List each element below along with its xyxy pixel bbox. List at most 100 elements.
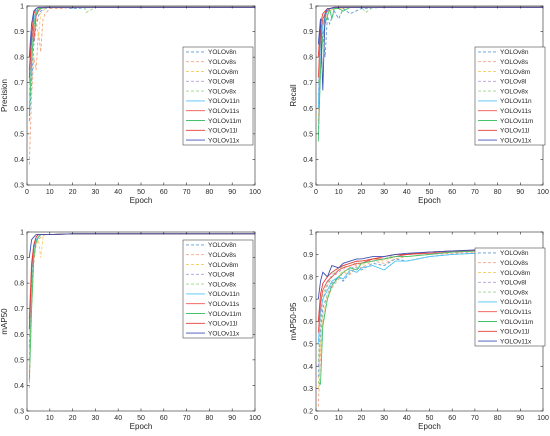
legend-entry: YOLOv11s	[208, 301, 240, 308]
y-tick-label: 0.4	[303, 364, 313, 371]
x-tick-label: 80	[206, 415, 214, 422]
x-tick-label: 90	[516, 189, 524, 196]
legend-entry: YOLOv8n	[208, 49, 237, 56]
y-tick-label: 0.8	[14, 281, 24, 288]
legend-entry: YOLOv8n	[208, 242, 237, 249]
y-axis-label: mAP50-95	[289, 302, 298, 340]
legend-entry: YOLOv11s	[500, 108, 532, 115]
x-tick-label: 50	[137, 189, 145, 196]
y-tick-label: 0.4	[14, 383, 24, 390]
y-tick-label: 0.8	[14, 55, 24, 62]
series-group	[317, 248, 543, 407]
x-tick-label: 30	[92, 415, 100, 422]
x-tick-label: 100	[249, 415, 261, 422]
legend-box	[182, 239, 254, 339]
y-tick-label: 1	[309, 4, 313, 11]
legend-entry: YOLOv11x	[500, 338, 532, 345]
x-tick-label: 70	[183, 189, 191, 196]
y-axis-label: mAP50	[0, 308, 9, 335]
y-tick-label: 0.8	[303, 55, 313, 62]
y-tick-label: 0.7	[14, 306, 24, 313]
x-tick-label: 100	[537, 189, 549, 196]
x-tick-label: 50	[426, 189, 434, 196]
x-tick-label: 70	[471, 189, 479, 196]
chart-panel-recall: 0 10 20 30 40 50 60 70 80 90 100 0.3 0.4 0.5 0.6 0.7 0.8…	[289, 4, 549, 206]
x-tick-label: 10	[335, 415, 343, 422]
x-tick-label: 90	[228, 189, 236, 196]
y-tick-label: 0.9	[303, 252, 313, 259]
x-tick-label: 0	[314, 189, 318, 196]
x-tick-label: 80	[206, 189, 214, 196]
x-tick-label: 90	[228, 415, 236, 422]
x-tick-label: 40	[403, 189, 411, 196]
legend-entry: YOLOv8x	[500, 88, 529, 95]
legend-box	[182, 46, 254, 146]
x-tick-label: 40	[114, 189, 122, 196]
y-tick-label: 0.7	[303, 297, 313, 304]
legend-entry: YOLOv8l	[500, 79, 527, 86]
x-tick-label: 60	[160, 415, 168, 422]
x-tick-label: 50	[426, 415, 434, 422]
legend-entry: YOLOv8s	[500, 260, 529, 267]
y-tick-label: 1	[20, 230, 24, 237]
legend: YOLOv8n YOLOv8s YOLOv8m YOLOv8l YOLOv8x YOLOv…	[474, 46, 546, 146]
y-tick-label: 0.3	[303, 386, 313, 393]
y-tick-label: 0.5	[14, 131, 24, 138]
x-tick-label: 60	[448, 189, 456, 196]
legend-box	[474, 247, 546, 347]
x-tick-label: 10	[46, 189, 54, 196]
x-tick-label: 80	[494, 415, 502, 422]
y-tick-label: 0.6	[303, 319, 313, 326]
x-tick-label: 80	[494, 189, 502, 196]
chart-panel-map50-95: 0 10 20 30 40 50 60 70 80 90 100 0.2 0.3 0.4 0.5 0.6 0.7…	[289, 230, 549, 432]
legend-entry: YOLOv8s	[208, 59, 237, 66]
x-tick-label: 100	[537, 415, 549, 422]
x-tick-label: 30	[380, 415, 388, 422]
legend-entry: YOLOv8n	[500, 250, 529, 257]
legend-entry: YOLOv11l	[208, 128, 238, 135]
x-tick-label: 70	[183, 415, 191, 422]
series-line-yolov8n	[28, 233, 255, 348]
y-tick-label: 0.3	[303, 183, 313, 190]
y-tick-label: 0.9	[14, 255, 24, 262]
x-axis-label: Epoch	[130, 422, 153, 431]
x-tick-label: 100	[249, 189, 261, 196]
x-tick-label: 10	[335, 189, 343, 196]
x-tick-label: 10	[46, 415, 54, 422]
legend-entry: YOLOv8m	[500, 270, 530, 277]
legend-entry: YOLOv11m	[208, 311, 241, 318]
series-line-yolov11x	[317, 248, 543, 300]
y-tick-label: 0.3	[14, 409, 24, 416]
x-axis-label: Epoch	[418, 196, 441, 205]
x-tick-label: 30	[92, 189, 100, 196]
y-tick-label: 0.7	[14, 80, 24, 87]
legend-entry: YOLOv8l	[208, 79, 235, 86]
series-line-yolov11m	[317, 249, 543, 386]
x-tick-label: 20	[69, 189, 77, 196]
legend-entry: YOLOv8x	[208, 281, 237, 288]
x-tick-label: 0	[314, 415, 318, 422]
legend-entry: YOLOv8m	[500, 69, 530, 76]
legend-entry: YOLOv8m	[208, 69, 238, 76]
y-tick-label: 1	[309, 230, 313, 237]
y-tick-label: 0.5	[14, 357, 24, 364]
y-tick-label: 0.3	[14, 183, 24, 190]
y-axis-label: Recall	[289, 84, 298, 106]
y-tick-label: 0.9	[303, 29, 313, 36]
y-tick-label: 0.2	[303, 409, 313, 416]
legend-entry: YOLOv8s	[208, 252, 237, 259]
legend: YOLOv8n YOLOv8s YOLOv8m YOLOv8l YOLOv8x YOLOv…	[182, 46, 254, 146]
legend-entry: YOLOv8l	[208, 272, 235, 279]
y-tick-label: 0.6	[303, 106, 313, 113]
legend: YOLOv8n YOLOv8s YOLOv8m YOLOv8l YOLOv8x YOLOv…	[182, 239, 254, 339]
legend-entry: YOLOv11n	[208, 98, 240, 105]
legend-entry: YOLOv8x	[500, 289, 529, 296]
y-tick-label: 0.4	[14, 157, 24, 164]
x-tick-label: 60	[448, 415, 456, 422]
series-line-yolov11n	[317, 250, 543, 344]
legend: YOLOv8n YOLOv8s YOLOv8m YOLOv8l YOLOv8x YOLOv…	[474, 247, 546, 347]
chart-panel-map50: 0 10 20 30 40 50 60 70 80 90 100 0.3 0.4 0.5 0.6 0.7 0.8…	[0, 230, 261, 432]
legend-entry: YOLOv8l	[500, 280, 527, 287]
x-tick-label: 50	[137, 415, 145, 422]
